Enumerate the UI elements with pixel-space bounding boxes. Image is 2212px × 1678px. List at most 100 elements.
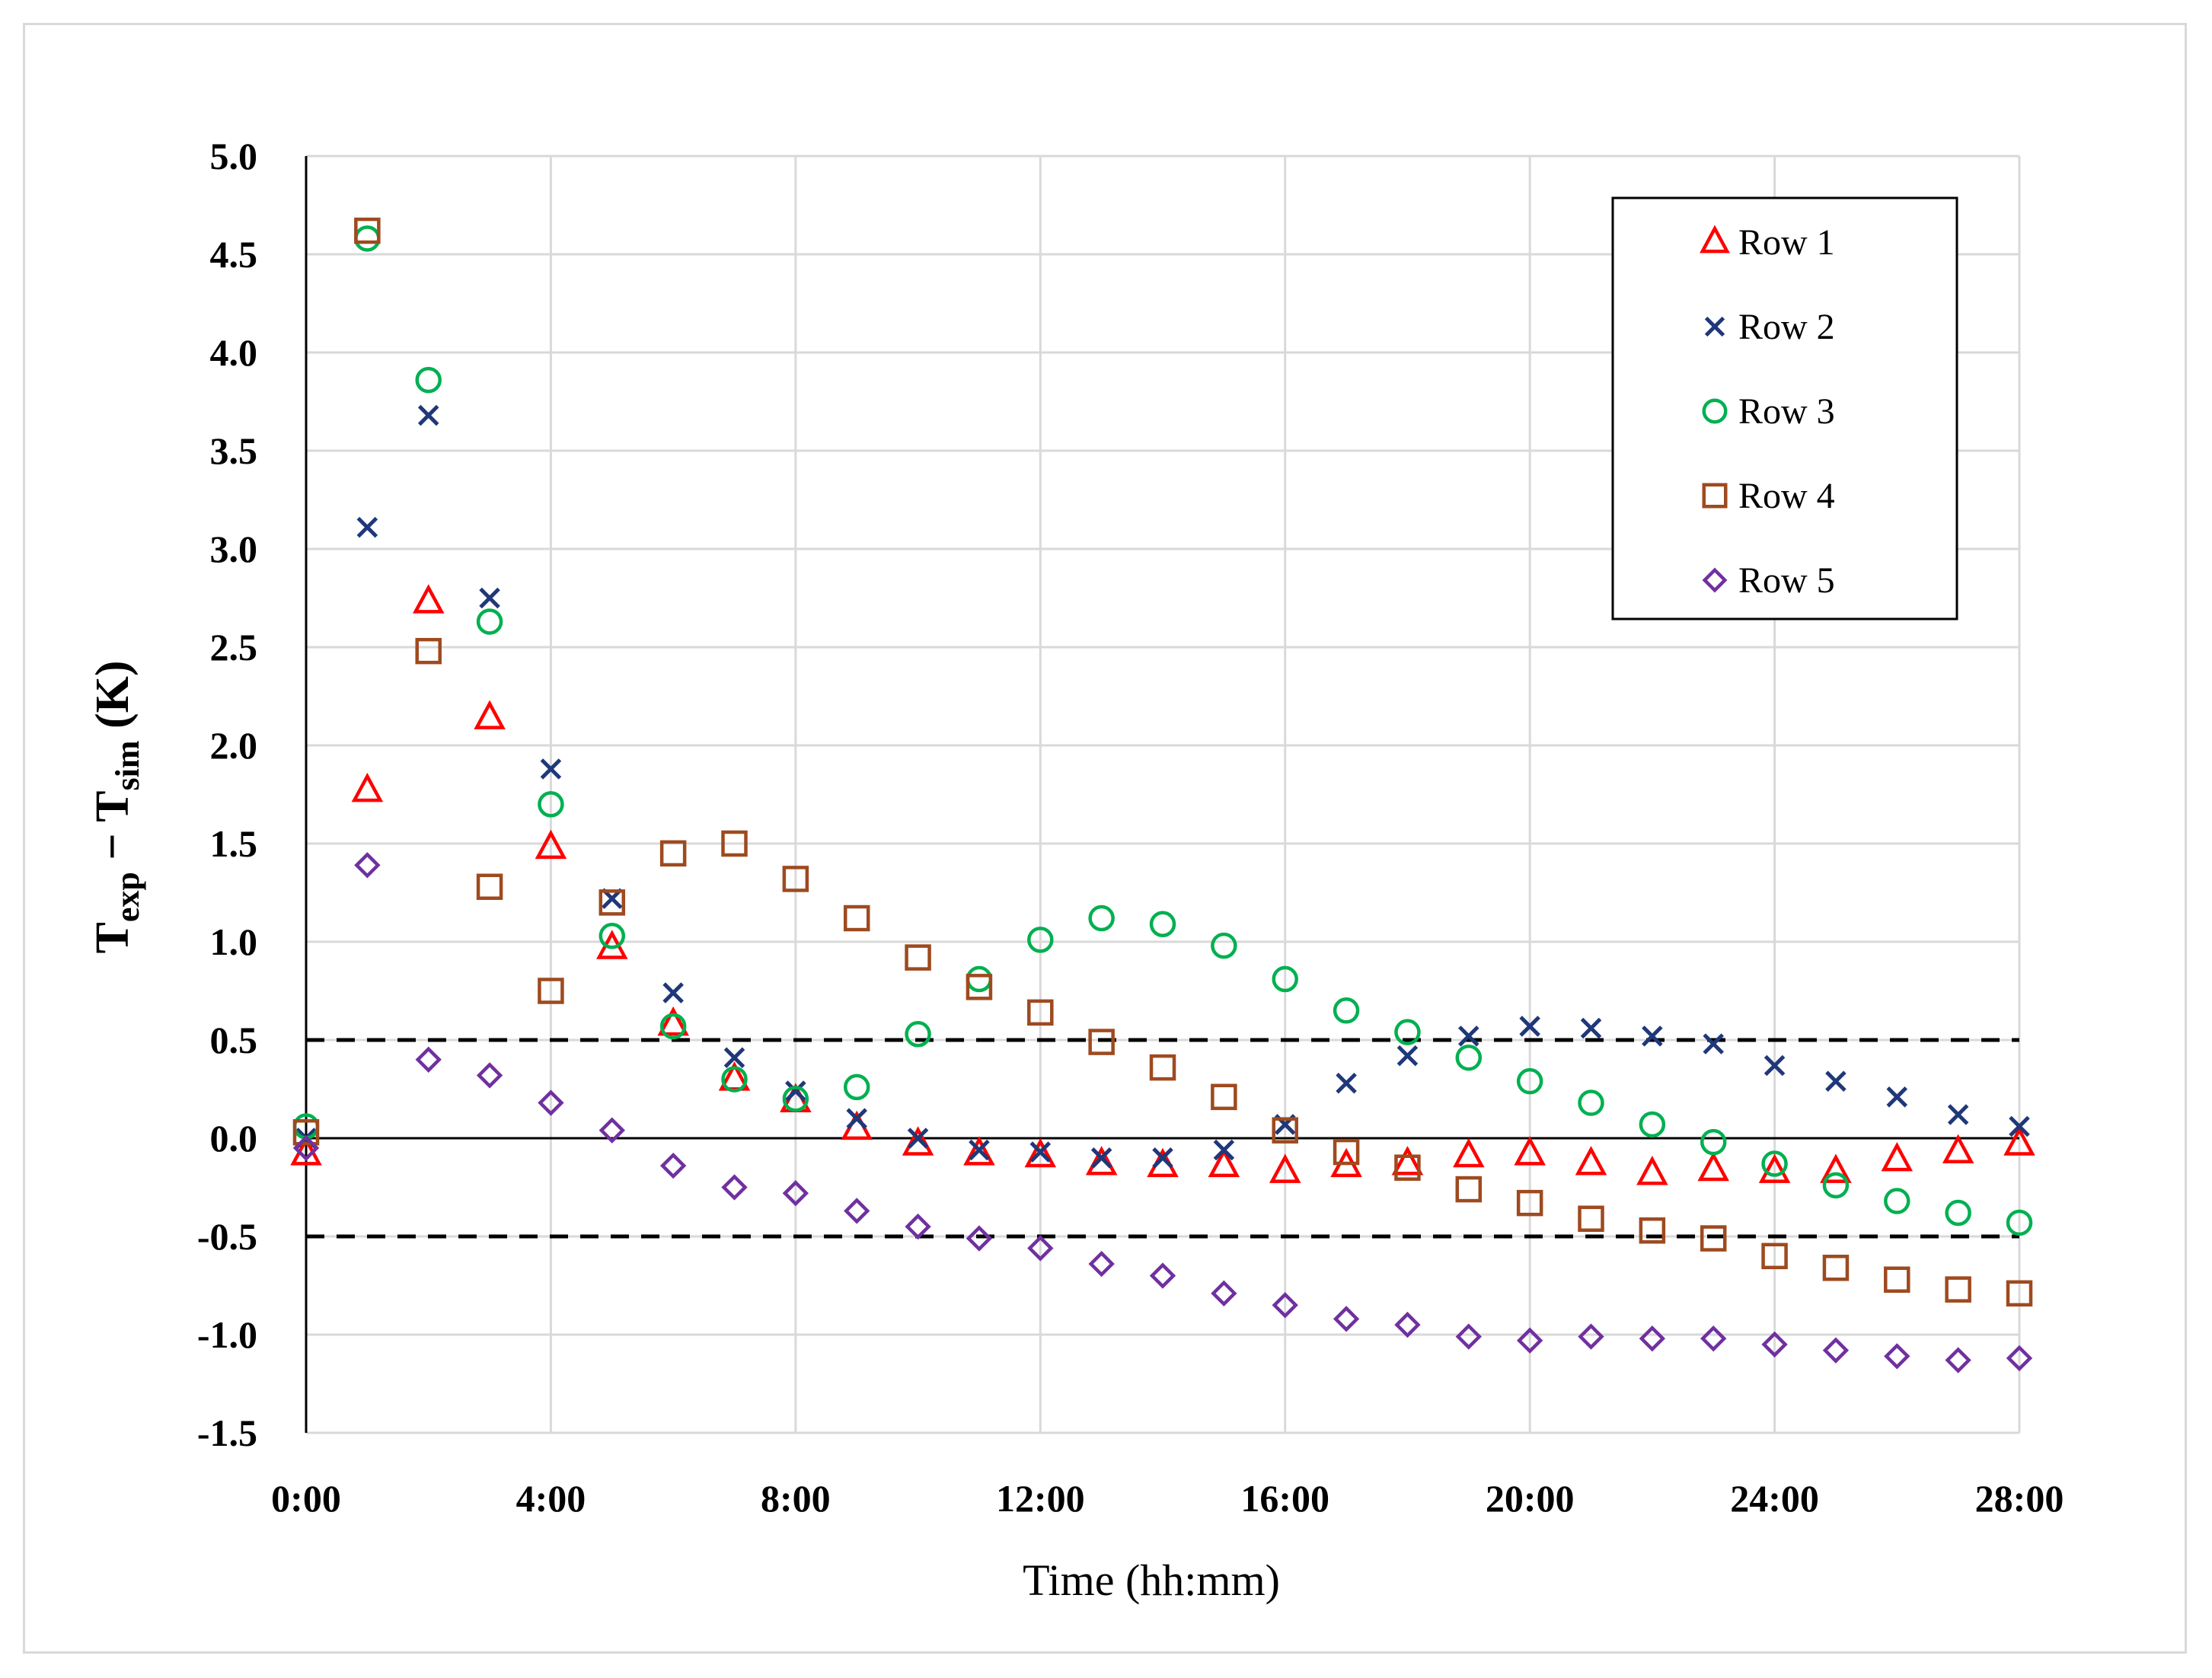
data-point-row-3 (1884, 1188, 1910, 1214)
data-point-row-4 (659, 840, 687, 867)
data-point-row-4 (415, 637, 442, 665)
data-point-row-4 (1700, 1225, 1727, 1252)
data-point-row-4 (966, 974, 993, 1000)
data-point-row-3 (659, 1013, 687, 1040)
data-point-row-3 (415, 366, 442, 394)
data-point-row-4 (905, 944, 931, 971)
data-point-row-5 (1088, 1250, 1115, 1278)
x-axis-title: Time (hh:mm) (1023, 1555, 1280, 1605)
y-axis-title-sub2: sim (109, 741, 146, 791)
data-point-row-5 (1027, 1235, 1054, 1262)
data-point-row-5 (1211, 1280, 1237, 1307)
legend: Row 1 Row 2 Row 3 Row 4 Row 5 (1611, 196, 1958, 620)
data-point-row-4 (476, 873, 503, 901)
y-axis-title-sub1: exp (109, 872, 146, 922)
data-point-row-1 (1942, 1134, 1974, 1164)
legend-label-row-3: Row 3 (1738, 391, 1835, 432)
reference-lines (306, 1038, 2019, 1239)
data-point-row-1 (902, 1126, 934, 1156)
y-tick-label: -1.5 (197, 1412, 257, 1454)
legend-box (1611, 196, 1958, 620)
data-point-row-5 (476, 1062, 503, 1089)
data-point-row-5 (1394, 1311, 1421, 1338)
data-point-row-4 (2006, 1280, 2033, 1307)
data-point-row-3 (966, 965, 993, 993)
data-point-row-5 (966, 1225, 993, 1252)
data-point-row-3 (782, 1086, 809, 1112)
data-point-row-5 (1516, 1327, 1543, 1354)
data-point-row-3 (905, 1021, 931, 1048)
legend-marker-row-1 (1700, 225, 1730, 254)
x-tick-label: 20:00 (1486, 1477, 1575, 1520)
data-point-row-2 (1336, 1072, 1357, 1094)
series-row-3 (292, 225, 2033, 1236)
y-tick-label: 1.5 (210, 822, 258, 865)
data-point-row-4 (721, 830, 748, 857)
data-point-row-3 (721, 1066, 748, 1093)
data-point-row-2 (2009, 1115, 2030, 1137)
data-point-row-2 (723, 1047, 745, 1068)
data-point-row-5 (782, 1180, 809, 1207)
y-tick-label: 4.5 (210, 233, 258, 276)
y-tick-label: 4.0 (210, 331, 258, 374)
data-point-row-4 (782, 866, 809, 892)
data-point-row-1 (1208, 1147, 1240, 1178)
data-point-row-4 (1394, 1154, 1421, 1181)
data-point-row-4 (1884, 1266, 1910, 1294)
data-point-row-4 (598, 889, 626, 916)
data-point-row-3 (1394, 1019, 1421, 1045)
data-point-row-3 (1088, 904, 1115, 932)
data-point-row-2 (540, 758, 562, 780)
data-point-row-2 (356, 516, 378, 538)
legend-marker-row-5 (1702, 567, 1728, 593)
data-point-row-1 (1820, 1153, 1852, 1183)
data-point-row-3 (1516, 1067, 1543, 1095)
data-point-row-4 (1027, 999, 1054, 1026)
data-point-row-3 (2006, 1209, 2033, 1236)
data-point-row-1 (963, 1136, 995, 1166)
legend-marker-row-3 (1702, 398, 1728, 424)
data-point-row-3 (354, 225, 381, 252)
data-point-row-2 (417, 404, 439, 426)
data-point-row-5 (538, 1089, 564, 1116)
legend-label-row-4: Row 4 (1738, 476, 1835, 516)
legend-marker-row-4 (1702, 483, 1728, 509)
data-point-row-4 (1211, 1083, 1237, 1111)
data-point-row-5 (1455, 1323, 1482, 1350)
data-point-row-2 (969, 1139, 990, 1161)
data-point-row-5 (1761, 1331, 1788, 1358)
data-point-row-1 (657, 1006, 689, 1036)
y-tick-label: 2.5 (210, 626, 258, 668)
data-point-row-4 (1945, 1276, 1971, 1303)
data-point-row-4 (1088, 1029, 1115, 1055)
data-point-row-2 (1886, 1086, 1908, 1108)
data-point-row-3 (1822, 1172, 1850, 1199)
data-point-row-2 (1396, 1045, 1419, 1067)
data-point-row-5 (1333, 1306, 1360, 1332)
y-tick-labels: -1.5 -1.0 -0.5 0.0 0.5 1.0 1.5 2.0 2.5 3.0 3.5 4.0 4… (197, 135, 257, 1454)
series-row-5 (292, 852, 2033, 1373)
data-point-row-5 (1272, 1292, 1298, 1319)
legend-marker-row-2 (1704, 316, 1725, 337)
data-point-row-3 (1700, 1128, 1727, 1156)
data-point-row-3 (1272, 965, 1298, 993)
y-tick-label: 0.5 (210, 1019, 258, 1061)
data-point-row-3 (1027, 927, 1054, 953)
data-point-row-1 (1453, 1137, 1485, 1168)
data-point-row-2 (1029, 1141, 1052, 1163)
data-point-row-4 (843, 904, 870, 932)
data-point-row-2 (479, 587, 500, 609)
data-point-row-2 (1825, 1070, 1847, 1092)
data-point-row-2 (1703, 1033, 1724, 1054)
data-point-row-1 (474, 700, 506, 729)
y-tick-label: 1.0 (210, 920, 258, 963)
x-tick-labels: 0:00 4:00 8:00 12:00 16:00 20:00 24:00 28:00 (271, 1477, 2064, 1520)
data-point-row-2 (1580, 1017, 1602, 1039)
data-point-row-4 (1149, 1054, 1176, 1081)
data-point-row-2 (846, 1108, 867, 1129)
data-point-row-5 (844, 1198, 870, 1224)
y-tick-label: 3.0 (210, 528, 258, 570)
x-tick-label: 0:00 (271, 1477, 341, 1520)
legend-label-row-5: Row 5 (1738, 560, 1835, 601)
